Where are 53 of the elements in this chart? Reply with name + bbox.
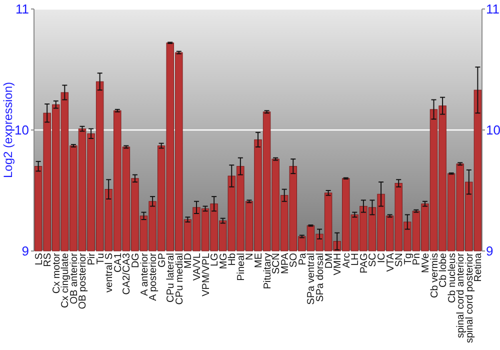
x-tick-label: MPA: [280, 252, 291, 274]
x-tick-label: IC: [376, 253, 388, 263]
x-tick-label: CA2/CA3: [122, 252, 133, 295]
x-tick-label: Pa: [297, 252, 308, 266]
x-tick-label: RS: [42, 252, 54, 267]
x-tick-label: ventral S: [104, 252, 116, 292]
x-tick-label: MVe: [420, 252, 432, 274]
x-tick-label: VTA: [385, 252, 396, 272]
x-tick-label: A posterior: [148, 252, 160, 301]
x-tick-label: A anterior: [139, 252, 150, 296]
x-tick-label: Cb nucleus: [446, 253, 458, 304]
y-tick-label: 10: [14, 122, 29, 138]
x-tick-label: Cb lobe: [438, 252, 450, 288]
x-tick-label: VA/VL: [192, 252, 203, 281]
y2-tick-label: 9: [486, 244, 494, 259]
x-tick-label: SCN: [271, 253, 282, 274]
x-tick-label: spinal cord anterior: [456, 252, 467, 338]
x-tick-label: DM: [324, 253, 335, 269]
x-tick-label: SPa dorsal: [315, 253, 326, 302]
x-tick-label: LS: [34, 252, 45, 266]
x-tick-label: Tg: [402, 253, 414, 265]
y2-tick-label: 11: [486, 2, 500, 17]
x-tick-label: LH: [350, 253, 362, 266]
x-tick-label: LG: [210, 252, 221, 266]
y-tick-label: 9: [22, 244, 29, 259]
x-tick-label: Pineal: [236, 253, 247, 281]
x-tick-label: Cx motor: [51, 252, 62, 294]
x-tick-label: Hb: [227, 252, 238, 266]
x-tick-label: Cx cingulate: [60, 252, 72, 308]
x-tick-label: Tu: [95, 253, 106, 264]
x-tick-label: Retina: [473, 252, 484, 282]
x-tick-label: VPM/VPL: [200, 252, 212, 296]
x-tick-label: CPu medial: [174, 253, 186, 305]
x-tick-label: Pn: [412, 253, 423, 266]
y-axis-title: Log2 (expression): [1, 82, 15, 178]
x-tick-label: SC: [368, 253, 379, 267]
x-tick-label: OB posterior: [78, 252, 89, 310]
y2-tick-label: 10: [486, 122, 500, 138]
x-tick-label: Pir: [86, 252, 98, 266]
x-tick-label: OB anterior: [68, 252, 80, 304]
x-tick-label: SN: [394, 253, 406, 267]
x-tick-label: N: [244, 253, 256, 260]
x-tick-label: SO: [288, 252, 300, 268]
x-tick-label: CA1: [112, 252, 124, 272]
x-tick-label: DG: [130, 252, 142, 268]
x-tick-label: GP: [156, 252, 168, 268]
x-tick-label: PAG: [358, 252, 370, 274]
x-tick-label: ME: [254, 252, 264, 268]
x-tick-label: Arc: [341, 253, 352, 268]
y-tick-label: 11: [16, 2, 29, 17]
x-tick-label: Pituitary: [262, 253, 274, 290]
x-tick-label: spinal cord posterior: [464, 252, 476, 344]
x-tick-label: VMH: [332, 253, 344, 276]
